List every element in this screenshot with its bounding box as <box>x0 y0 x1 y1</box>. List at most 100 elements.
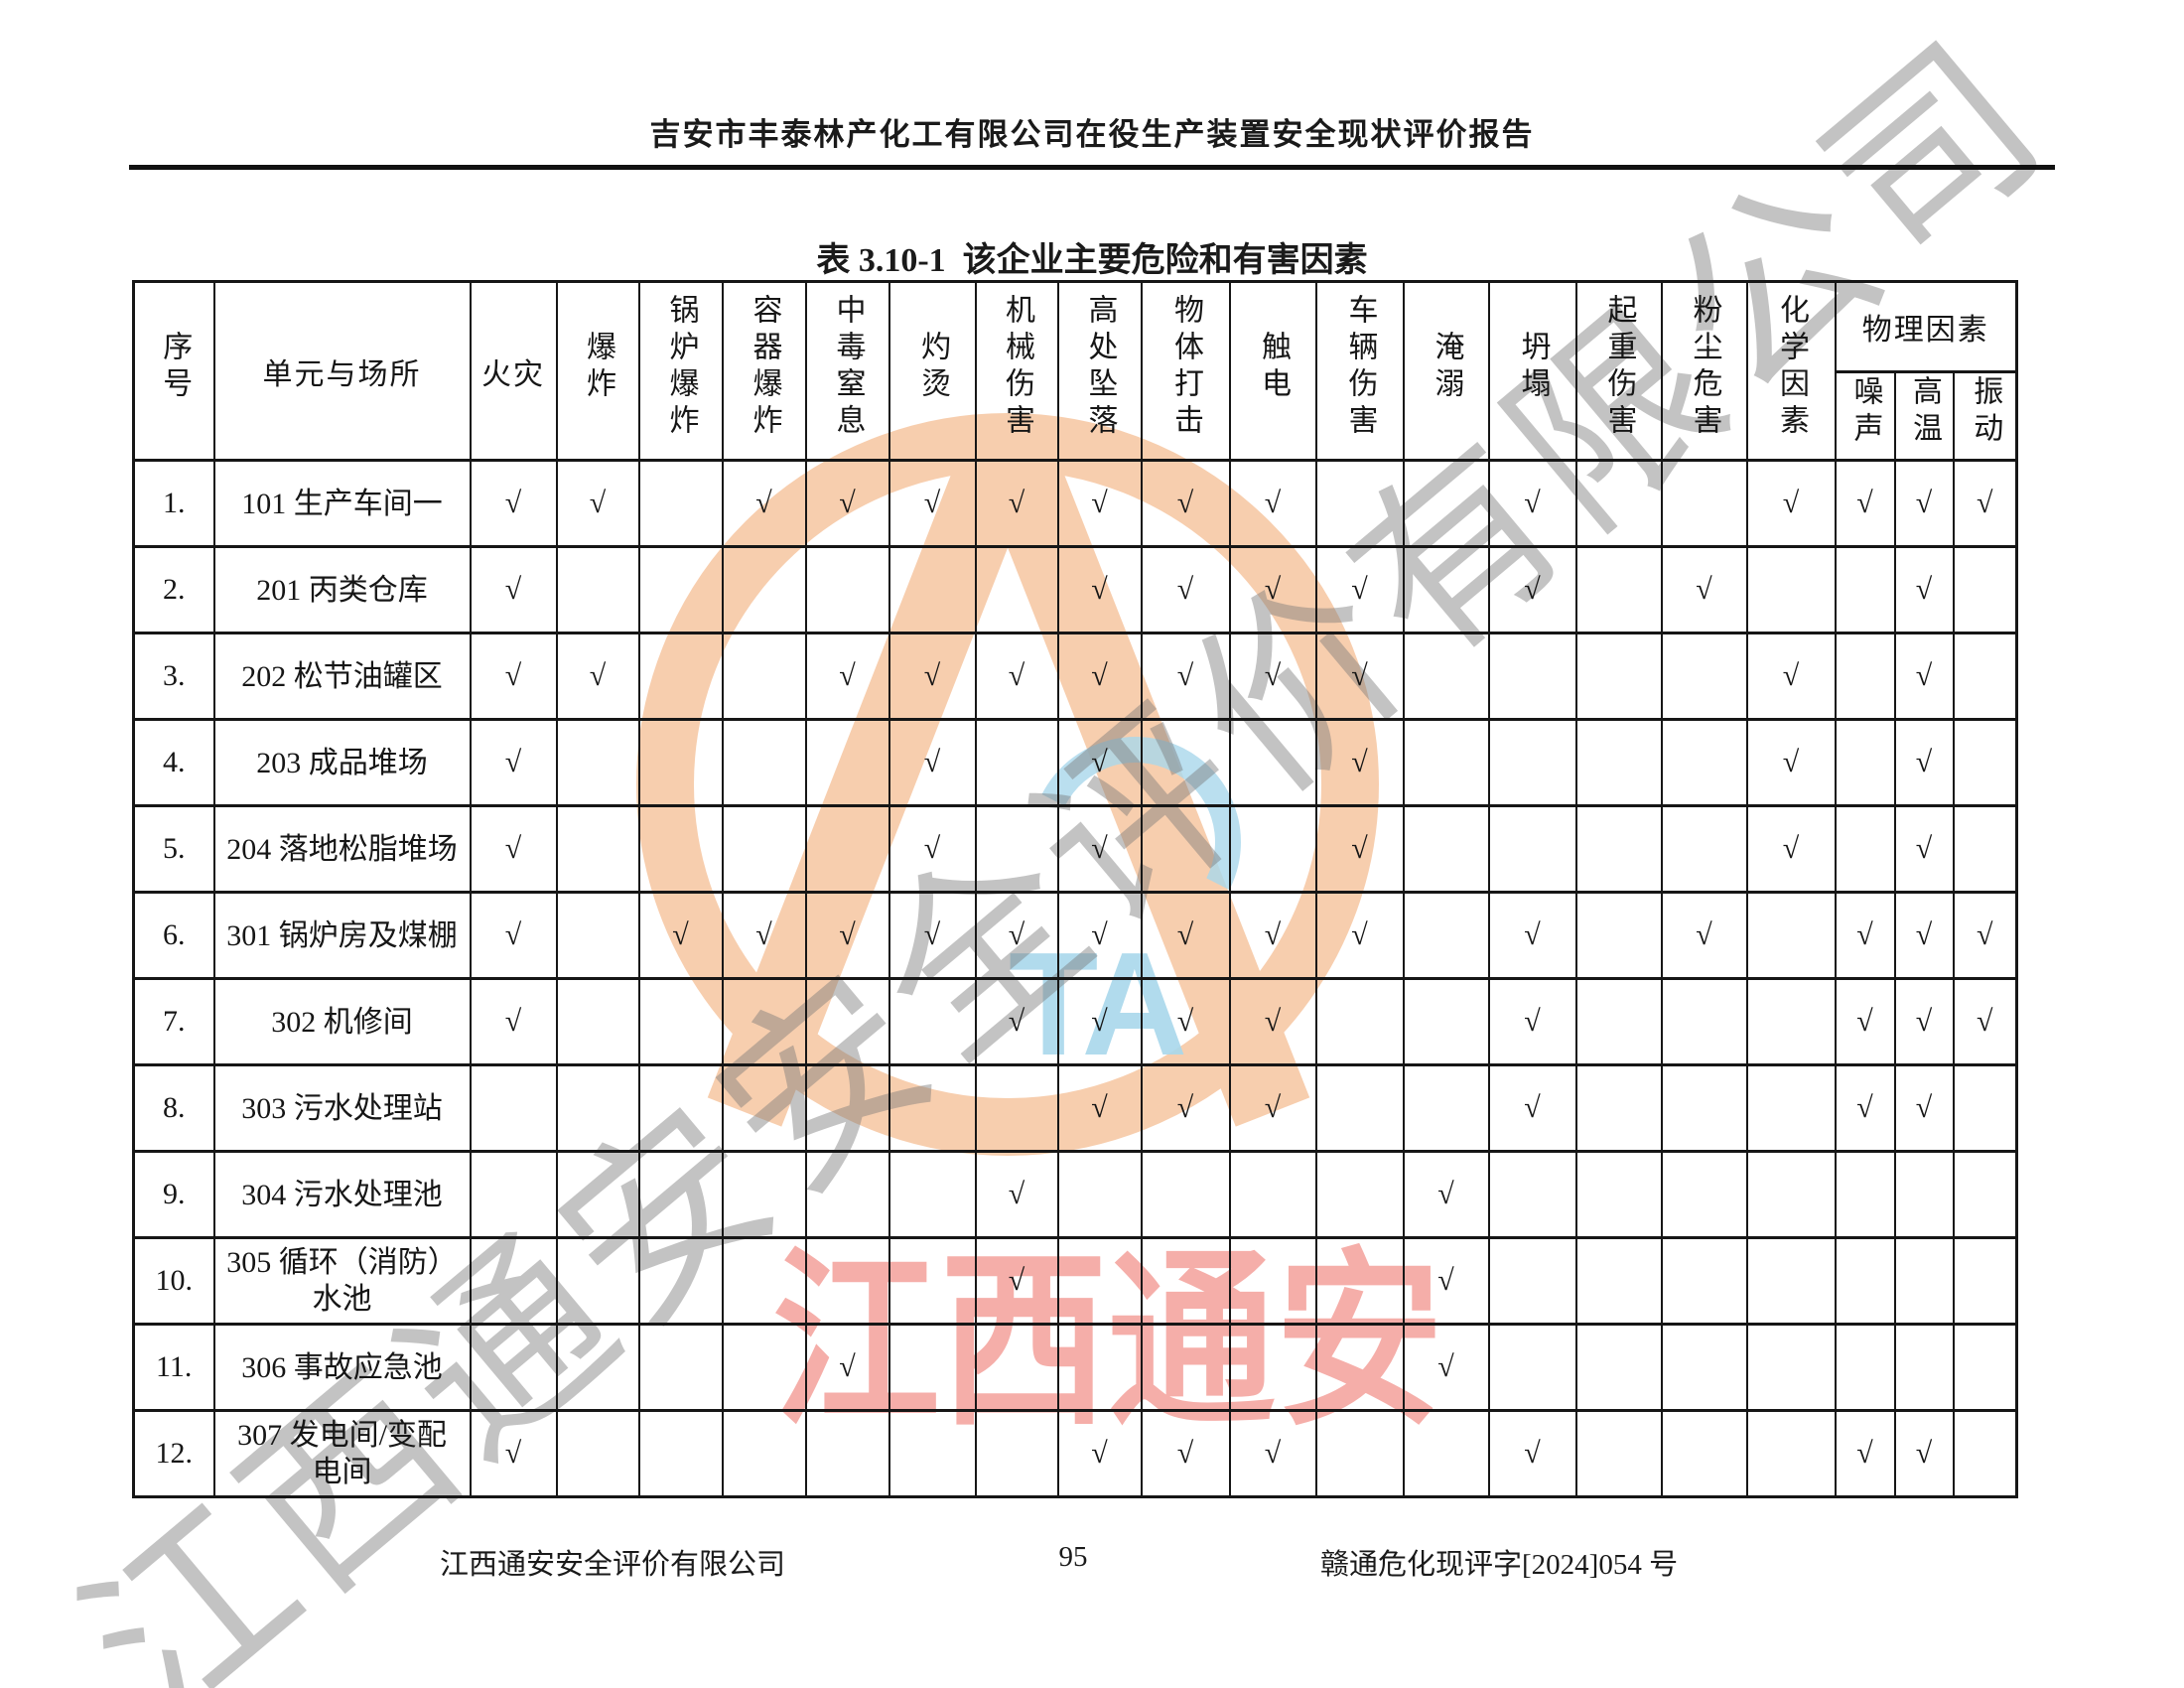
cell-empty <box>1660 632 1748 721</box>
cell-empty <box>637 632 724 721</box>
cell-check: √ <box>1140 632 1231 721</box>
cell-empty <box>469 1236 558 1326</box>
cell-check: √ <box>1140 545 1231 634</box>
cell-empty <box>1660 459 1748 548</box>
cell-empty <box>1660 977 1748 1066</box>
col-header-physical: 噪声 <box>1834 370 1896 462</box>
cell-empty <box>721 1323 807 1412</box>
cell-unit: 203 成品堆场 <box>212 718 472 807</box>
cell-empty <box>555 804 640 894</box>
footer-page-number: 95 <box>1058 1541 1088 1573</box>
cell-check: √ <box>804 891 890 980</box>
column-header-label: 物理因素 <box>1861 314 1989 347</box>
cell-empty <box>1402 1409 1490 1498</box>
cell-index: 7. <box>132 977 215 1066</box>
cell-empty <box>1952 632 2018 721</box>
cell-check: √ <box>469 459 558 548</box>
cell-empty <box>555 718 640 807</box>
cell-check: √ <box>804 632 890 721</box>
cell-check: √ <box>1834 1409 1896 1498</box>
col-header-hazard: 淹溺 <box>1402 280 1490 462</box>
column-header-label: 粉尘危害 <box>1688 293 1721 441</box>
table-row: 8. 303 污水处理站 √ √ √ √ √ √ <box>132 1063 2018 1153</box>
cell-unit: 307 发电间/变配 电间 <box>212 1409 472 1498</box>
cell-unit: 303 污水处理站 <box>212 1063 472 1153</box>
cell-empty <box>1140 1236 1231 1326</box>
cell-empty <box>1893 1236 1955 1326</box>
cell-check: √ <box>1314 545 1405 634</box>
column-header-label: 噪声 <box>1848 375 1882 449</box>
cell-empty <box>1574 1409 1663 1498</box>
column-header-label: 振动 <box>1969 375 2002 449</box>
cell-empty <box>1228 1323 1317 1412</box>
cell-empty <box>637 459 724 548</box>
cell-index: 12. <box>132 1409 215 1498</box>
column-header-label: 物体打击 <box>1169 293 1202 441</box>
col-header-hazard: 粉尘危害 <box>1660 280 1748 462</box>
cell-unit: 304 污水处理池 <box>212 1150 472 1239</box>
cell-empty <box>974 1063 1059 1153</box>
cell-empty <box>804 545 890 634</box>
cell-empty <box>1834 632 1896 721</box>
cell-empty <box>1745 1409 1837 1498</box>
cell-empty <box>1314 977 1405 1066</box>
cell-check: √ <box>1745 632 1837 721</box>
cell-empty <box>1574 1323 1663 1412</box>
cell-empty <box>637 1150 724 1239</box>
cell-empty <box>637 718 724 807</box>
cell-index: 5. <box>132 804 215 894</box>
cell-check: √ <box>1140 1409 1231 1498</box>
cell-check: √ <box>1056 545 1143 634</box>
cell-empty <box>637 1236 724 1326</box>
cell-check: √ <box>1487 459 1577 548</box>
column-header-label: 起重伤害 <box>1602 293 1636 441</box>
cell-empty <box>555 545 640 634</box>
cell-empty <box>1140 718 1231 807</box>
cell-empty <box>637 1323 724 1412</box>
cell-empty <box>721 977 807 1066</box>
cell-check: √ <box>1745 804 1837 894</box>
cell-empty <box>1952 545 2018 634</box>
cell-check: √ <box>1487 1063 1577 1153</box>
cell-empty <box>804 1409 890 1498</box>
col-header-physical: 高温 <box>1893 370 1955 462</box>
cell-empty <box>555 891 640 980</box>
cell-check: √ <box>469 632 558 721</box>
table-row: 4. 203 成品堆场 √ √ √ √ √ √ <box>132 718 2018 807</box>
cell-check: √ <box>974 891 1059 980</box>
cell-empty <box>1952 1323 2018 1412</box>
cell-empty <box>1574 718 1663 807</box>
cell-check: √ <box>1893 1063 1955 1153</box>
column-header-label: 高温 <box>1908 375 1941 449</box>
cell-empty <box>555 1323 640 1412</box>
cell-check: √ <box>469 718 558 807</box>
cell-empty <box>1745 1063 1837 1153</box>
cell-empty <box>637 545 724 634</box>
cell-empty <box>1056 1323 1143 1412</box>
cell-empty <box>1314 1236 1405 1326</box>
cell-check: √ <box>469 804 558 894</box>
cell-empty <box>1228 718 1317 807</box>
hazards-table: 序号 单元与场所 火灾 爆炸 锅炉爆炸 容器爆炸 中毒窒息 灼烫 机械伤害 高处坠落 物体打击 触电车… <box>132 280 2018 1498</box>
cell-empty <box>1745 545 1837 634</box>
column-header-label: 单元与场所 <box>262 357 422 391</box>
cell-index: 9. <box>132 1150 215 1239</box>
cell-empty <box>804 1150 890 1239</box>
footer-document-number: 赣通危化现评字[2024]054 号 <box>1320 1549 1679 1581</box>
cell-check: √ <box>1834 1063 1896 1153</box>
cell-empty <box>1745 1323 1837 1412</box>
col-header-hazard: 锅炉爆炸 <box>637 280 724 462</box>
cell-check: √ <box>1228 891 1317 980</box>
cell-empty <box>1228 1150 1317 1239</box>
cell-empty <box>974 718 1059 807</box>
cell-unit: 202 松节油罐区 <box>212 632 472 721</box>
cell-check: √ <box>1893 804 1955 894</box>
cell-unit: 305 循环（消防） 水池 <box>212 1236 472 1326</box>
cell-check: √ <box>1834 977 1896 1066</box>
column-header-label: 机械伤害 <box>1001 293 1033 441</box>
cell-check: √ <box>1228 632 1317 721</box>
cell-check: √ <box>1140 1063 1231 1153</box>
cell-check: √ <box>1893 977 1955 1066</box>
column-header-label: 化学因素 <box>1775 293 1808 441</box>
